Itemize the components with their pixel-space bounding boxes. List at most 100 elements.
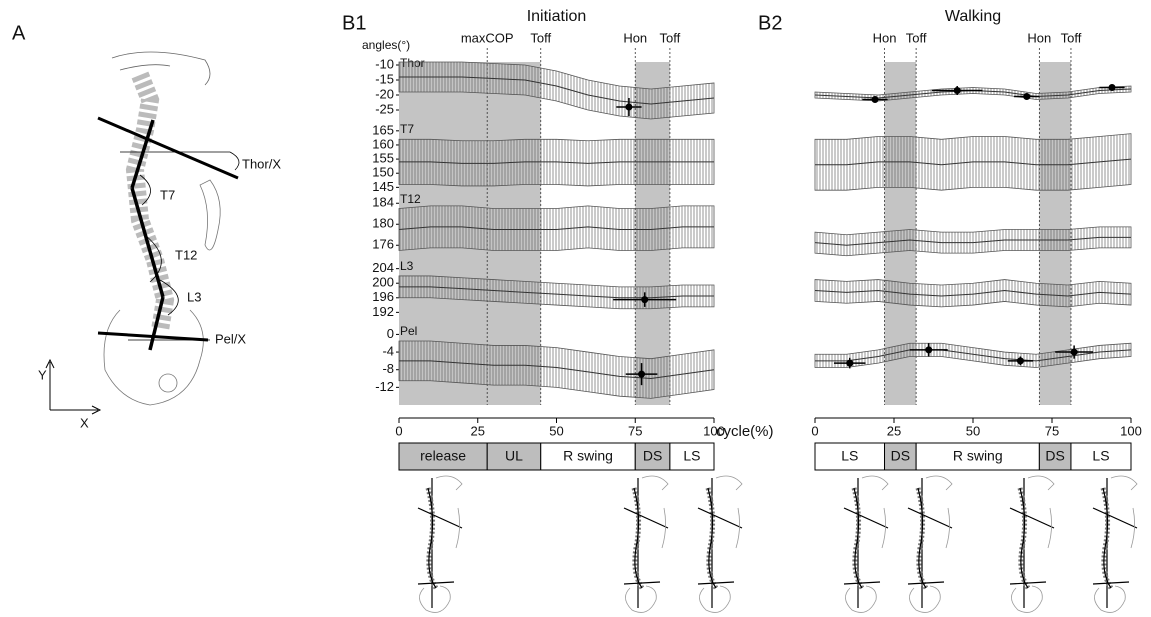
x-tick-label: 25	[887, 423, 901, 438]
panel-label: B1	[342, 12, 366, 34]
marker	[1016, 357, 1024, 365]
sd-band	[814, 226, 1132, 257]
y-tick-label: 165	[372, 122, 394, 137]
phase-box	[398, 442, 488, 471]
x-tick-label: 75	[1045, 423, 1059, 438]
y-tick-label: 145	[372, 179, 394, 194]
event-label: Hon	[1027, 30, 1051, 45]
phase-box	[669, 442, 715, 471]
annotation: Pel/X	[215, 331, 246, 346]
y-tick-label: 160	[372, 136, 394, 151]
mean-line	[399, 161, 714, 164]
x-tick-label: 100	[1120, 423, 1142, 438]
y-axis-label: angles(°)	[362, 38, 410, 52]
panel-a: A Thor/X T7 T12 L3 Pel/X Y X	[12, 22, 281, 430]
y-tick-label: 180	[372, 216, 394, 231]
phase-label: DS	[643, 448, 662, 464]
axis-label: X	[80, 415, 89, 430]
marker	[925, 346, 933, 354]
phase-box	[915, 442, 1040, 471]
mean-line	[814, 236, 1131, 246]
panel-label: A	[12, 22, 26, 44]
event-label: Toff	[906, 30, 927, 45]
panel-label: B2	[758, 12, 782, 34]
x-tick-label: 0	[395, 423, 402, 438]
sd-band	[398, 61, 715, 120]
axis-label: Y	[38, 367, 47, 382]
phase-label: release	[420, 448, 466, 464]
x-tick-label: 50	[549, 423, 563, 438]
annotation: L3	[187, 289, 201, 304]
y-tick-label: -20	[375, 86, 394, 101]
x-tick-label: 25	[471, 423, 485, 438]
phase-box	[884, 442, 917, 471]
marker	[638, 370, 646, 378]
event-label: Toff	[660, 30, 681, 45]
sd-band	[814, 279, 1132, 308]
phase-label: LS	[1092, 448, 1109, 464]
x-tick-label: 0	[811, 423, 818, 438]
phase-label: R swing	[953, 448, 1003, 464]
row-label: T7	[400, 122, 414, 136]
event-label: maxCOP	[461, 30, 514, 45]
event-label: Hon	[623, 30, 647, 45]
marker	[846, 359, 854, 367]
y-tick-label: 0	[387, 326, 394, 341]
y-tick-label: -15	[375, 71, 394, 86]
chart-title: Walking	[945, 8, 1001, 25]
marker	[871, 96, 879, 103]
y-tick-label: -8	[382, 361, 394, 376]
y-tick-label: -10	[375, 56, 394, 71]
mean-line	[398, 226, 714, 230]
mean-line	[814, 289, 1132, 297]
x-axis-label: cycle(%)	[716, 423, 774, 440]
marker	[641, 296, 649, 304]
y-tick-label: -4	[382, 343, 394, 358]
y-tick-label: 200	[372, 275, 394, 290]
row-label: Pel	[400, 324, 417, 338]
annotation: Thor/X	[242, 156, 281, 171]
mean-line	[399, 360, 715, 380]
phase-label: DS	[1045, 448, 1064, 464]
phase-box	[1070, 442, 1132, 471]
y-tick-label: 176	[372, 237, 394, 252]
sd-band	[398, 138, 715, 187]
mean-line	[815, 158, 1132, 166]
sd-band	[398, 340, 715, 399]
sd-band	[398, 205, 715, 251]
phase-label: R swing	[563, 448, 613, 464]
y-tick-label: 150	[372, 165, 394, 180]
phase-label: LS	[841, 448, 858, 464]
phase-label: UL	[505, 448, 523, 464]
event-label: Toff	[530, 30, 551, 45]
annotation: T12	[175, 247, 197, 262]
phase-box	[486, 442, 542, 471]
sd-band	[398, 275, 715, 310]
sd-band	[814, 342, 1132, 368]
event-label: Hon	[873, 30, 897, 45]
y-tick-label: 192	[372, 304, 394, 319]
y-tick-label: 204	[372, 260, 394, 275]
marker	[1108, 84, 1116, 91]
mean-line	[399, 76, 715, 105]
phase-label: LS	[683, 448, 700, 464]
annotation: T7	[160, 187, 175, 202]
x-tick-label: 100	[703, 423, 725, 438]
phase-box	[540, 442, 636, 471]
skeleton-thumbnails	[418, 476, 1137, 612]
row-label: L3	[400, 259, 414, 273]
x-tick-label: 75	[628, 423, 642, 438]
y-tick-label: -12	[375, 379, 394, 394]
y-tick-label: 155	[372, 151, 394, 166]
phase-box	[814, 442, 886, 471]
chart-title: Initiation	[527, 8, 587, 25]
phase-label: DS	[891, 448, 910, 464]
marker	[1023, 93, 1031, 100]
marker	[625, 103, 633, 111]
marker	[953, 87, 961, 94]
y-tick-label: -25	[375, 101, 394, 116]
y-tick-label: 196	[372, 289, 394, 304]
sd-band	[814, 85, 1132, 102]
event-label: Toff	[1061, 30, 1082, 45]
